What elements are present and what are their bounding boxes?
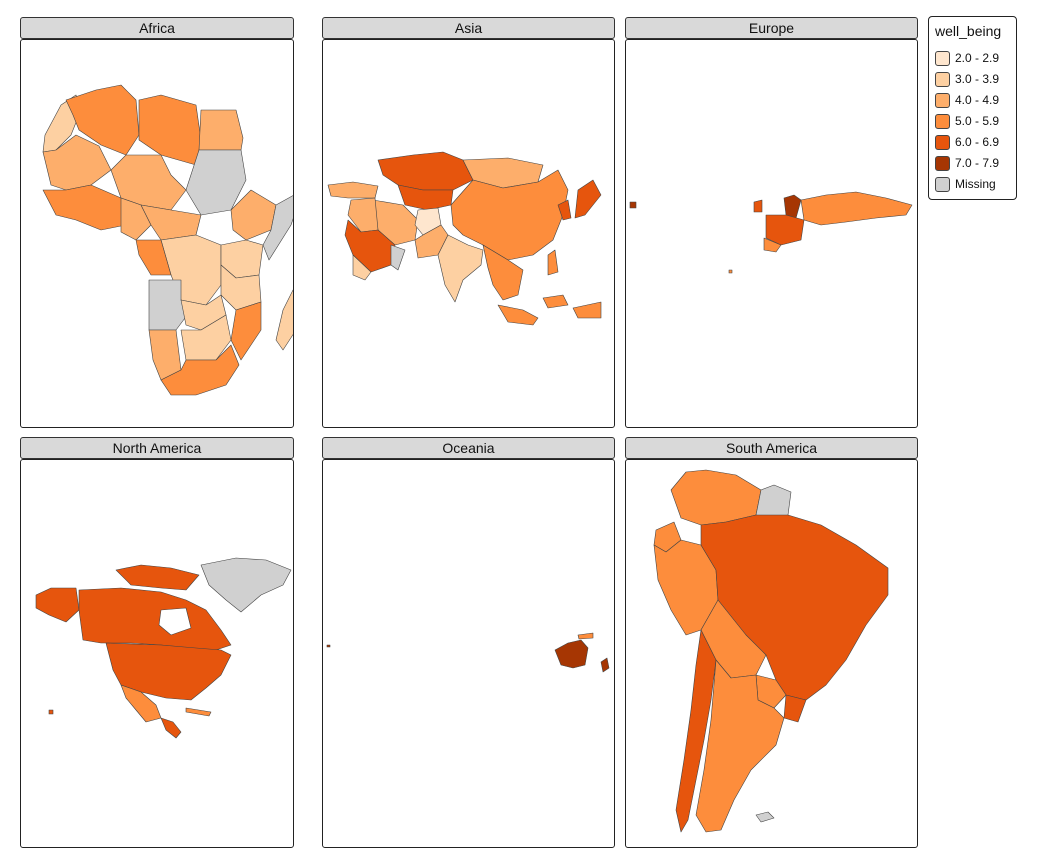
country-region bbox=[557, 199, 572, 221]
legend-label: 2.0 - 2.9 bbox=[955, 51, 1000, 65]
legend-label: Missing bbox=[955, 177, 996, 191]
country-region bbox=[800, 191, 913, 226]
country-region bbox=[120, 684, 162, 723]
facet-panel-north-america: North America bbox=[20, 437, 294, 848]
country-region bbox=[600, 657, 610, 673]
country-region bbox=[35, 587, 80, 623]
legend-swatch bbox=[935, 156, 950, 171]
country-region bbox=[577, 632, 594, 640]
country-region bbox=[629, 201, 637, 209]
country-region bbox=[48, 709, 54, 715]
country-region bbox=[572, 301, 602, 319]
facet-label-asia: Asia bbox=[322, 17, 615, 39]
legend-swatch bbox=[935, 72, 950, 87]
map-frame-north-america bbox=[20, 459, 294, 848]
country-region bbox=[574, 179, 602, 219]
oceania-map bbox=[326, 632, 610, 673]
country-region bbox=[185, 707, 212, 717]
asia-map bbox=[327, 151, 602, 326]
map-frame-africa bbox=[20, 39, 294, 428]
facet-label-africa: Africa bbox=[20, 17, 294, 39]
country-region bbox=[327, 181, 379, 199]
country-region bbox=[437, 234, 484, 303]
country-region bbox=[160, 717, 182, 739]
country-region-missing bbox=[200, 557, 292, 613]
country-region bbox=[728, 269, 733, 274]
facet-label-europe: Europe bbox=[625, 17, 918, 39]
legend-label: 6.0 - 6.9 bbox=[955, 135, 1000, 149]
map-frame-oceania bbox=[322, 459, 615, 848]
legend-label: 3.0 - 3.9 bbox=[955, 72, 1000, 86]
legend-swatch bbox=[935, 51, 950, 66]
facet-panel-oceania: Oceania bbox=[322, 437, 615, 848]
map-frame-south-america bbox=[625, 459, 918, 848]
legend-swatch bbox=[935, 177, 950, 192]
country-region bbox=[140, 204, 202, 241]
facet-panel-africa: Africa bbox=[20, 17, 294, 428]
country-region bbox=[230, 189, 277, 241]
facet-label-south-america: South America bbox=[625, 437, 918, 459]
legend-swatch bbox=[935, 114, 950, 129]
south-america-map bbox=[653, 469, 889, 833]
country-region bbox=[78, 587, 232, 651]
country-region bbox=[482, 244, 524, 301]
country-region bbox=[542, 294, 569, 309]
legend-title: well_being bbox=[935, 23, 1002, 39]
country-region bbox=[753, 199, 763, 213]
country-region bbox=[115, 564, 200, 591]
legend-swatch bbox=[935, 135, 950, 150]
legend-label: 4.0 - 4.9 bbox=[955, 93, 1000, 107]
country-region-missing bbox=[390, 244, 406, 271]
country-region bbox=[138, 94, 202, 166]
country-region bbox=[765, 214, 805, 246]
facet-panel-south-america: South America bbox=[625, 437, 918, 848]
legend-label: 5.0 - 5.9 bbox=[955, 114, 1000, 128]
country-region bbox=[783, 194, 802, 219]
country-region bbox=[120, 197, 152, 241]
country-region bbox=[230, 301, 262, 361]
facet-panel-asia: Asia bbox=[322, 17, 615, 428]
legend-label: 7.0 - 7.9 bbox=[955, 156, 1000, 170]
north-america-map bbox=[35, 557, 292, 739]
map-frame-asia bbox=[322, 39, 615, 428]
facet-label-oceania: Oceania bbox=[322, 437, 615, 459]
hudson-bay bbox=[158, 607, 192, 636]
europe-map bbox=[629, 191, 913, 274]
facet-label-north-america: North America bbox=[20, 437, 294, 459]
country-region bbox=[352, 254, 372, 281]
map-legend: well_being 2.0 - 2.9 3.0 - 3.9 4.0 - 4.9… bbox=[928, 16, 1017, 200]
country-region bbox=[675, 629, 717, 833]
country-region bbox=[377, 151, 474, 191]
map-frame-europe bbox=[625, 39, 918, 428]
country-region bbox=[198, 109, 244, 151]
legend-swatch bbox=[935, 93, 950, 108]
country-region-missing bbox=[755, 484, 792, 519]
country-region-missing bbox=[755, 811, 775, 823]
country-region bbox=[763, 237, 782, 253]
country-region bbox=[554, 639, 589, 669]
country-region bbox=[135, 239, 172, 276]
country-region bbox=[275, 289, 293, 351]
country-region bbox=[42, 184, 127, 231]
facet-panel-europe: Europe bbox=[625, 17, 918, 428]
africa-map bbox=[42, 84, 293, 396]
country-region bbox=[450, 169, 569, 261]
country-region bbox=[326, 644, 331, 648]
country-region bbox=[695, 659, 785, 833]
country-region bbox=[65, 84, 140, 156]
country-region bbox=[783, 694, 807, 723]
country-region-missing bbox=[262, 195, 293, 261]
country-region bbox=[547, 249, 559, 276]
country-region bbox=[497, 304, 539, 326]
country-region bbox=[160, 344, 240, 396]
